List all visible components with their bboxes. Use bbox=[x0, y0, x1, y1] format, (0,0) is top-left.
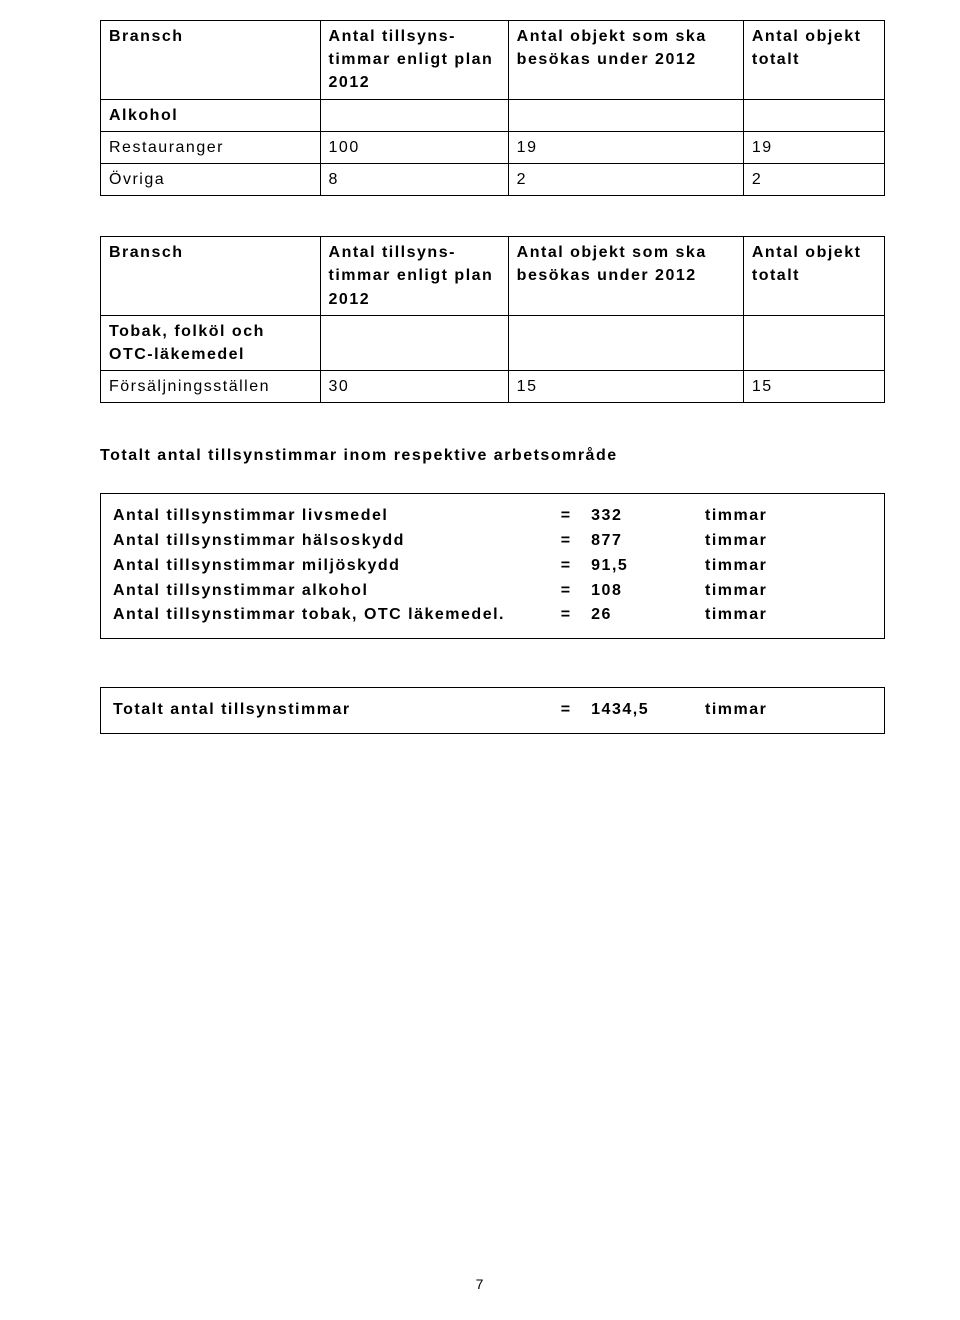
summary-eq: = bbox=[561, 504, 591, 529]
cell-totalt: 2 bbox=[743, 163, 884, 195]
th-bransch: Bransch bbox=[101, 21, 321, 100]
summary-row: Antal tillsynstimmar livsmedel = 332 tim… bbox=[113, 504, 872, 529]
summary-label: Antal tillsynstimmar livsmedel bbox=[113, 504, 561, 529]
th-bransch: Bransch bbox=[101, 237, 321, 316]
th-timmar: Antal tillsyns- timmar enligt plan 2012 bbox=[320, 21, 508, 100]
cell-empty bbox=[320, 99, 508, 131]
total-eq: = bbox=[561, 698, 591, 723]
summary-value: 91,5 bbox=[591, 554, 705, 579]
summary-value: 26 bbox=[591, 603, 705, 628]
summary-label: Antal tillsynstimmar miljöskydd bbox=[113, 554, 561, 579]
summary-unit: timmar bbox=[705, 579, 872, 604]
cell-label: Restauranger bbox=[101, 131, 321, 163]
table-header-row: Bransch Antal tillsyns- timmar enligt pl… bbox=[101, 237, 885, 316]
summary-value: 108 bbox=[591, 579, 705, 604]
total-row: Totalt antal tillsynstimmar = 1434,5 tim… bbox=[113, 698, 872, 723]
cell-label: Övriga bbox=[101, 163, 321, 195]
th-besok: Antal objekt som ska besökas under 2012 bbox=[508, 237, 743, 316]
cell-besok: 19 bbox=[508, 131, 743, 163]
page-number: 7 bbox=[0, 1276, 960, 1292]
table-section-row: Alkohol bbox=[101, 99, 885, 131]
cell-empty bbox=[508, 315, 743, 370]
cell-empty bbox=[743, 315, 884, 370]
table-tobak: Bransch Antal tillsyns- timmar enligt pl… bbox=[100, 236, 885, 403]
cell-besok: 15 bbox=[508, 371, 743, 403]
summary-value: 332 bbox=[591, 504, 705, 529]
cell-totalt: 15 bbox=[743, 371, 884, 403]
cell-empty bbox=[743, 99, 884, 131]
table-row: Övriga 8 2 2 bbox=[101, 163, 885, 195]
summary-eq: = bbox=[561, 579, 591, 604]
section-title: Totalt antal tillsynstimmar inom respekt… bbox=[100, 447, 885, 465]
table-alkohol: Bransch Antal tillsyns- timmar enligt pl… bbox=[100, 20, 885, 196]
total-unit: timmar bbox=[705, 698, 872, 723]
page: Bransch Antal tillsyns- timmar enligt pl… bbox=[0, 0, 960, 1320]
cell-timmar: 100 bbox=[320, 131, 508, 163]
summary-unit: timmar bbox=[705, 554, 872, 579]
summary-eq: = bbox=[561, 529, 591, 554]
table-row: Restauranger 100 19 19 bbox=[101, 131, 885, 163]
cell-besok: 2 bbox=[508, 163, 743, 195]
summary-row: Antal tillsynstimmar miljöskydd = 91,5 t… bbox=[113, 554, 872, 579]
cell-label: Försäljningsställen bbox=[101, 371, 321, 403]
summary-box: Antal tillsynstimmar livsmedel = 332 tim… bbox=[100, 493, 885, 639]
table-section-row: Tobak, folköl och OTC-läkemedel bbox=[101, 315, 885, 370]
cell-timmar: 8 bbox=[320, 163, 508, 195]
section-label: Tobak, folköl och OTC-läkemedel bbox=[101, 315, 321, 370]
total-box: Totalt antal tillsynstimmar = 1434,5 tim… bbox=[100, 687, 885, 734]
summary-row: Antal tillsynstimmar hälsoskydd = 877 ti… bbox=[113, 529, 872, 554]
table-header-row: Bransch Antal tillsyns- timmar enligt pl… bbox=[101, 21, 885, 100]
summary-value: 877 bbox=[591, 529, 705, 554]
th-besok: Antal objekt som ska besökas under 2012 bbox=[508, 21, 743, 100]
summary-unit: timmar bbox=[705, 504, 872, 529]
summary-label: Antal tillsynstimmar tobak, OTC läkemede… bbox=[113, 603, 561, 628]
summary-row: Antal tillsynstimmar alkohol = 108 timma… bbox=[113, 579, 872, 604]
th-totalt: Antal objekt totalt bbox=[743, 21, 884, 100]
cell-empty bbox=[320, 315, 508, 370]
cell-empty bbox=[508, 99, 743, 131]
total-label: Totalt antal tillsynstimmar bbox=[113, 698, 561, 723]
total-value: 1434,5 bbox=[591, 698, 705, 723]
summary-label: Antal tillsynstimmar hälsoskydd bbox=[113, 529, 561, 554]
summary-unit: timmar bbox=[705, 603, 872, 628]
table-row: Försäljningsställen 30 15 15 bbox=[101, 371, 885, 403]
summary-unit: timmar bbox=[705, 529, 872, 554]
summary-eq: = bbox=[561, 603, 591, 628]
summary-label: Antal tillsynstimmar alkohol bbox=[113, 579, 561, 604]
cell-totalt: 19 bbox=[743, 131, 884, 163]
summary-eq: = bbox=[561, 554, 591, 579]
th-timmar: Antal tillsyns- timmar enligt plan 2012 bbox=[320, 237, 508, 316]
cell-timmar: 30 bbox=[320, 371, 508, 403]
section-label: Alkohol bbox=[101, 99, 321, 131]
th-totalt: Antal objekt totalt bbox=[743, 237, 884, 316]
summary-row: Antal tillsynstimmar tobak, OTC läkemede… bbox=[113, 603, 872, 628]
